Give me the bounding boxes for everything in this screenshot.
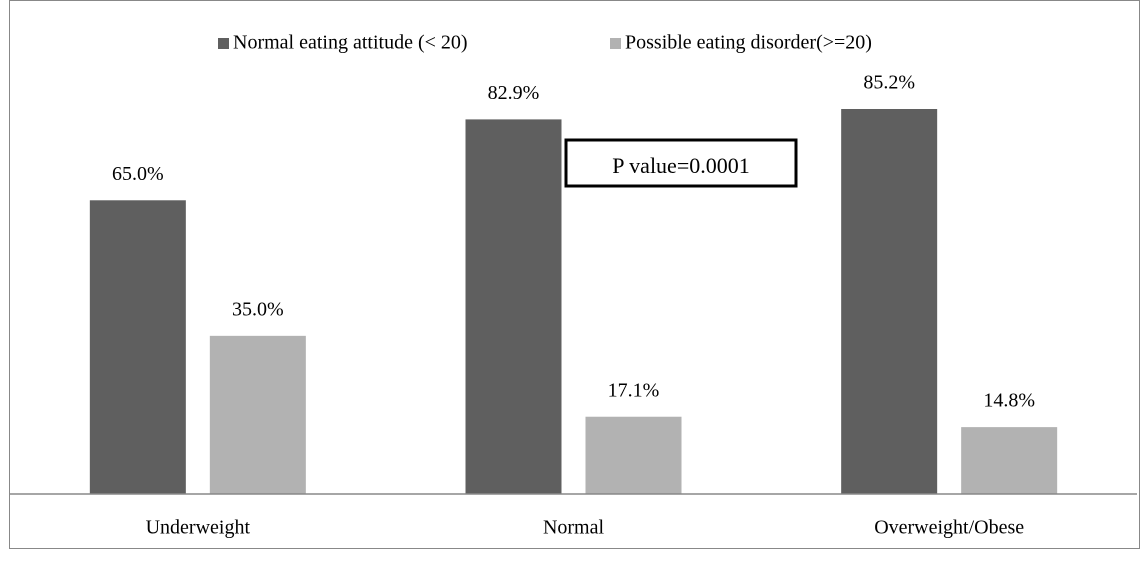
bar bbox=[89, 200, 186, 494]
chart-frame bbox=[9, 0, 1140, 549]
bar bbox=[961, 427, 1058, 494]
annotation: P value=0.0001 bbox=[612, 153, 749, 178]
x-tick-label: Overweight/Obese bbox=[874, 517, 1024, 539]
data-label: 14.8% bbox=[983, 390, 1035, 412]
legend-label: Normal eating attitude (< 20) bbox=[233, 32, 468, 54]
data-label: 17.1% bbox=[608, 379, 660, 401]
bar bbox=[841, 109, 938, 494]
bar bbox=[465, 119, 562, 495]
x-tick-label: Normal bbox=[543, 517, 605, 539]
data-label: 65.0% bbox=[112, 163, 164, 185]
x-tick-label: Underweight bbox=[146, 517, 251, 539]
data-label: 82.9% bbox=[488, 82, 540, 104]
legend-swatch bbox=[218, 38, 229, 49]
data-label: 35.0% bbox=[232, 298, 284, 320]
legend-swatch bbox=[610, 38, 621, 49]
annotation-box bbox=[564, 138, 798, 188]
bar bbox=[585, 416, 682, 494]
bar bbox=[209, 335, 306, 494]
data-label: 85.2% bbox=[863, 72, 915, 94]
legend-label: Possible eating disorder(>=20) bbox=[625, 32, 872, 54]
